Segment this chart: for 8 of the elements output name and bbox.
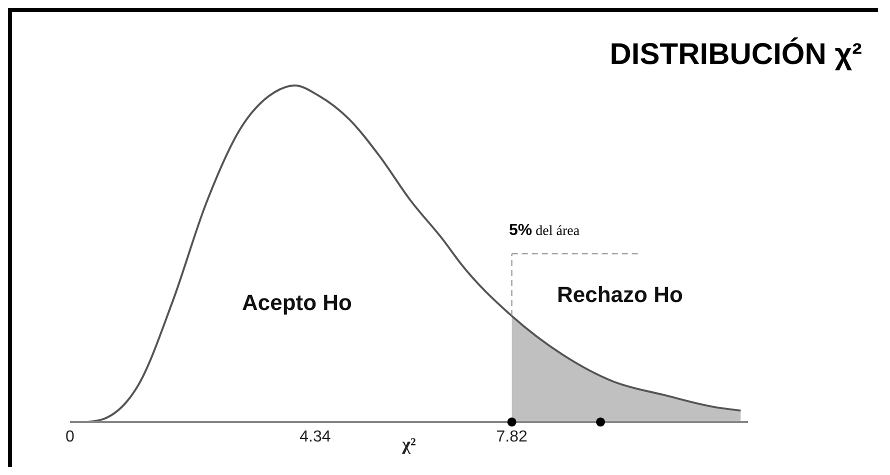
x-tick-label: 0 bbox=[66, 428, 75, 446]
annotation: Acepto Ho bbox=[242, 290, 352, 316]
chart-title: DISTRIBUCIÓN χ² bbox=[610, 37, 862, 71]
x-axis-title: χ² bbox=[401, 434, 416, 454]
annotation: Rechazo Ho bbox=[557, 282, 683, 308]
x-tick-label: 7.82 bbox=[496, 428, 528, 446]
annotation: 5% del área bbox=[509, 222, 580, 239]
x-tick-label: 4.34 bbox=[300, 428, 331, 446]
